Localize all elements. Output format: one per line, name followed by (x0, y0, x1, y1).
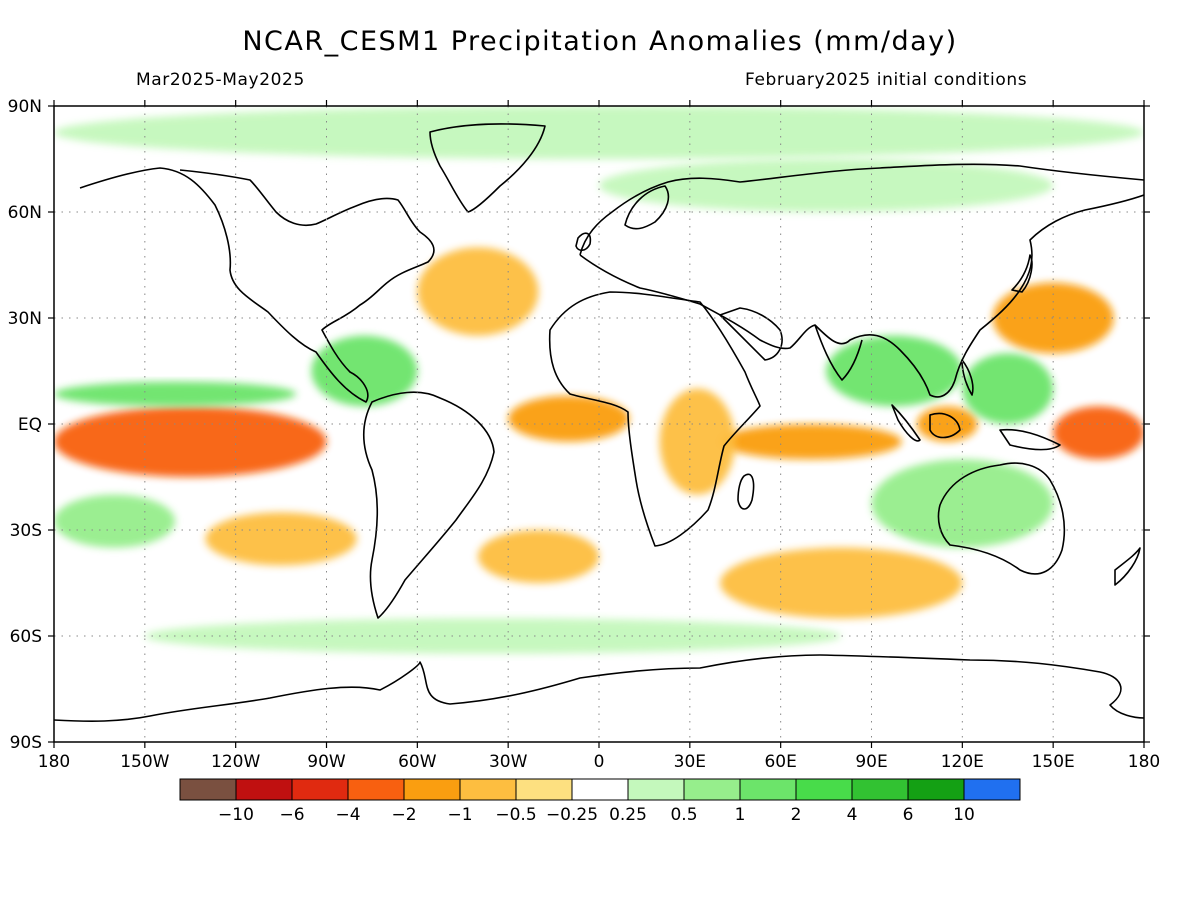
map-title: NCAR_CESM1 Precipitation Anomalies (mm/d… (242, 26, 958, 57)
lat-tick-label: 30S (10, 521, 42, 541)
lat-tick-label: 60N (8, 203, 42, 223)
lon-tick-label: 120W (211, 752, 260, 772)
coastline-south-america (362, 391, 495, 619)
coastline-antarctica (54, 654, 1144, 722)
anomaly-region (992, 282, 1114, 354)
anomaly-region (720, 424, 902, 460)
colorbar-swatch (571, 778, 629, 801)
lon-tick-label: 180 (1128, 752, 1160, 772)
anomaly-region (205, 512, 357, 566)
lat-tick-label: 30N (8, 309, 42, 329)
anomaly-region (54, 494, 176, 548)
coastline-greenland (429, 123, 546, 213)
colorbar-swatch (963, 778, 1021, 801)
coastline-india (814, 324, 863, 381)
anomaly-region (508, 395, 630, 442)
colorbar-swatch (627, 778, 685, 801)
coastline-british-isles (575, 232, 592, 252)
colorbar-label: 0.5 (670, 805, 697, 825)
lat-tick-label: 60S (10, 627, 42, 647)
colorbar-label: −6 (279, 805, 304, 825)
colorbar-label: 2 (791, 805, 802, 825)
colorbar-label: 6 (903, 805, 914, 825)
colorbar-swatch (739, 778, 797, 801)
lat-tick-label: 90S (10, 733, 42, 753)
colorbar-swatch (515, 778, 573, 801)
coastline-arabia (719, 307, 783, 361)
lon-tick-label: 90E (855, 752, 887, 772)
lon-tick-label: 150E (1032, 752, 1075, 772)
forecast-period: Mar2025-May2025 (136, 70, 305, 90)
anomaly-region (144, 618, 842, 654)
initial-conditions: February2025 initial conditions (745, 70, 1028, 90)
anomaly-region (659, 388, 736, 495)
anomaly-region (1053, 406, 1144, 460)
colorbar-swatch (683, 778, 741, 801)
colorbar-label: 4 (847, 805, 858, 825)
anomaly-region (599, 159, 1054, 212)
colorbar-label: 10 (953, 805, 975, 825)
coastlines (54, 123, 1144, 722)
anomaly-region (311, 335, 418, 407)
anomaly-region (54, 106, 1144, 159)
anomaly-region (54, 381, 297, 407)
coastline-madagascar (737, 473, 755, 510)
lon-tick-label: 60W (398, 752, 437, 772)
colorbar-swatch (403, 778, 461, 801)
coastline-new-guinea (999, 428, 1061, 451)
colorbar-label: −0.5 (495, 805, 536, 825)
anomaly-region (477, 530, 599, 583)
lat-tick-label: 90N (8, 97, 42, 117)
graticule (54, 106, 1144, 742)
colorbar-swatch (907, 778, 965, 801)
coastline-borneo (929, 412, 961, 439)
colorbar-swatch (291, 778, 349, 801)
coastline-japan (1011, 254, 1033, 293)
coastline-scandinavia (624, 185, 670, 230)
anomaly-region (720, 547, 963, 619)
colorbar-swatch (235, 778, 293, 801)
colorbar-label: 1 (735, 805, 746, 825)
colorbar-swatch (459, 778, 517, 801)
colorbar: −10 −6 −4 −2 −1 −0.5 −0.25 0.25 0.5 1 2 4 6 10 (179, 778, 1021, 825)
colorbar-label: −2 (391, 805, 416, 825)
colorbar-swatch (851, 778, 909, 801)
lon-tick-label: 120E (941, 752, 984, 772)
lon-tick-label: 150W (120, 752, 169, 772)
lon-tick-label: 30W (489, 752, 528, 772)
colorbar-label: −10 (218, 805, 254, 825)
colorbar-label: 0.25 (609, 805, 647, 825)
colorbar-label: −0.25 (546, 805, 598, 825)
lon-tick-label: 60E (764, 752, 796, 772)
coastline-eurasia (579, 163, 1144, 398)
colorbar-swatch (179, 778, 237, 801)
lon-tick-label: 180 (38, 752, 70, 772)
colorbar-swatch (347, 778, 405, 801)
anomaly-region (417, 247, 539, 336)
colorbar-label: −1 (447, 805, 472, 825)
coastline-north-america (79, 167, 435, 403)
anomaly-region (54, 406, 327, 477)
coastline-sumatra (891, 404, 921, 442)
lon-tick-label: 0 (594, 752, 605, 772)
colorbar-swatch (795, 778, 853, 801)
anomaly-field (54, 106, 1144, 654)
coastline-new-zealand (1114, 547, 1141, 586)
coastline-philippines (961, 359, 974, 396)
anomaly-region (962, 353, 1054, 424)
lon-tick-label: 90W (307, 752, 346, 772)
coastline-australia (937, 462, 1066, 575)
lon-tick-label: 30E (674, 752, 706, 772)
colorbar-label: −4 (335, 805, 360, 825)
lat-tick-label: EQ (18, 415, 42, 435)
